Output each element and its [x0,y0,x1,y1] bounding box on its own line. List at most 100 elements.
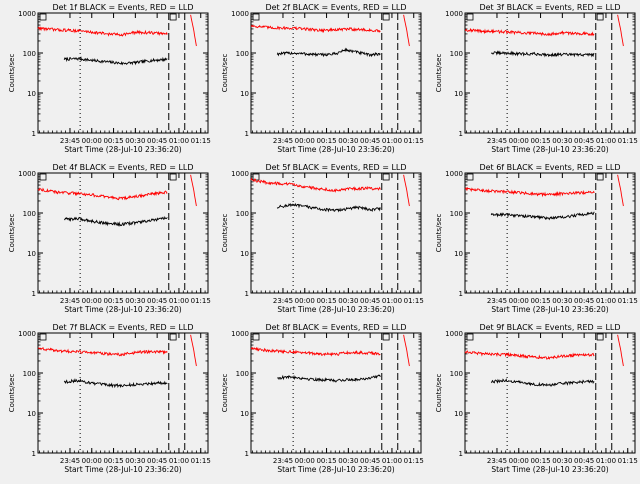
y-tick-label: 1 [459,450,463,458]
x-tick-label: 00:00 [509,457,529,465]
y-tick-label: 100 [450,370,463,378]
x-tick-label: 01:00 [382,137,402,145]
mid-square-marker [382,13,390,21]
x-tick-label: 01:00 [596,457,616,465]
series-line-lld [38,346,168,357]
series-line-lld [464,187,595,198]
mid-square-marker [596,333,604,341]
start-square-marker [466,13,474,21]
y-tick-label: 1000 [445,330,463,338]
y-tick-label: 10 [240,90,249,98]
x-tick-label: 23:45 [273,457,293,465]
y-tick-label: 100 [23,210,36,218]
x-tick-label: 00:45 [574,457,594,465]
y-tick-label: 1000 [18,330,36,338]
x-axis-label: Start Time (28-Jul-10 23:36:20) [64,465,181,474]
x-tick-label: 00:00 [509,137,529,145]
series-line-lld [464,350,595,360]
plot-frame [250,12,422,134]
x-axis-label: Start Time (28-Jul-10 23:36:20) [64,305,181,314]
mid-square-marker [169,173,177,181]
series-line-lld [190,14,197,47]
y-tick-label: 100 [23,50,36,58]
x-tick-label: 00:00 [82,457,102,465]
x-tick-label: 00:00 [295,457,315,465]
x-tick-label: 00:45 [360,297,380,305]
y-tick-label: 100 [236,370,249,378]
y-tick-label: 100 [236,210,249,218]
y-tick-label: 100 [23,370,36,378]
x-tick-label: 00:15 [316,457,336,465]
x-tick-label: 00:30 [338,137,358,145]
x-tick-label: 00:15 [316,137,336,145]
x-axis-label: Start Time (28-Jul-10 23:36:20) [491,305,608,314]
mid-square-marker [382,333,390,341]
y-tick-label: 1000 [18,170,36,178]
start-square-marker [39,13,47,21]
plot-frame [464,332,636,454]
x-tick-label: 01:15 [191,297,211,305]
series-line-lld [403,334,410,367]
y-tick-label: 1000 [231,10,249,18]
plot-frame [250,332,422,454]
x-tick-label: 00:15 [530,297,550,305]
panel-title: Det 1f BLACK = Events, RED = LLD [52,3,193,12]
start-square-marker [252,333,260,341]
x-tick-label: 00:30 [552,137,572,145]
y-tick-label: 100 [450,50,463,58]
series-line-lld [250,24,381,34]
y-tick-label: 1000 [445,170,463,178]
y-tick-label: 1000 [18,10,36,18]
x-axis-label: Start Time (28-Jul-10 23:36:20) [491,465,608,474]
panel-title: Det 9f BLACK = Events, RED = LLD [479,323,620,332]
x-tick-label: 23:45 [273,137,293,145]
series-line-lld [403,174,410,207]
y-axis-label: Counts/sec [8,214,16,253]
detector-panel-2: Det 2f BLACK = Events, RED = LLD 1 10 100 10… [221,3,424,154]
detector-panel-7: Det 7f BLACK = Events, RED = LLD 1 10 100 10… [8,323,211,474]
x-tick-label: 00:30 [338,297,358,305]
detector-panel-8: Det 8f BLACK = Events, RED = LLD 1 10 100 10… [221,323,424,474]
x-tick-label: 00:30 [125,297,145,305]
series-line-events [64,216,168,227]
series-line-lld [464,27,595,37]
x-tick-label: 23:45 [60,137,80,145]
y-tick-label: 10 [27,250,36,258]
plot-frame [464,12,636,134]
x-tick-label: 01:15 [404,457,424,465]
x-tick-label: 00:15 [530,137,550,145]
x-tick-label: 01:00 [169,297,189,305]
plot-frame [37,332,209,454]
panel-title: Det 6f BLACK = Events, RED = LLD [479,163,620,172]
x-tick-label: 00:45 [147,137,167,145]
x-tick-label: 01:15 [191,137,211,145]
x-axis-label: Start Time (28-Jul-10 23:36:20) [277,145,394,154]
y-axis-label: Counts/sec [221,214,229,253]
series-line-events [490,378,595,387]
x-tick-label: 01:00 [596,297,616,305]
x-tick-label: 00:45 [574,137,594,145]
series-line-lld [37,26,168,37]
series-line-lld [190,174,197,207]
mid-square-marker [169,333,177,341]
y-tick-label: 1 [32,130,36,138]
x-axis-label: Start Time (28-Jul-10 23:36:20) [277,465,394,474]
y-tick-label: 1 [459,290,463,298]
x-tick-label: 00:30 [338,457,358,465]
plot-frame [37,172,209,294]
panel-title: Det 2f BLACK = Events, RED = LLD [265,3,406,12]
x-tick-label: 00:00 [82,137,102,145]
series-line-lld [190,334,197,367]
x-tick-label: 00:45 [147,297,167,305]
series-line-events [63,56,168,66]
series-line-lld [403,14,410,47]
x-tick-label: 23:45 [487,137,507,145]
y-tick-label: 1 [32,290,36,298]
x-tick-label: 00:45 [360,457,380,465]
y-tick-label: 1 [245,450,249,458]
series-line-events [63,378,168,389]
x-tick-label: 00:45 [147,457,167,465]
start-square-marker [252,13,260,21]
y-axis-label: Counts/sec [435,214,443,253]
